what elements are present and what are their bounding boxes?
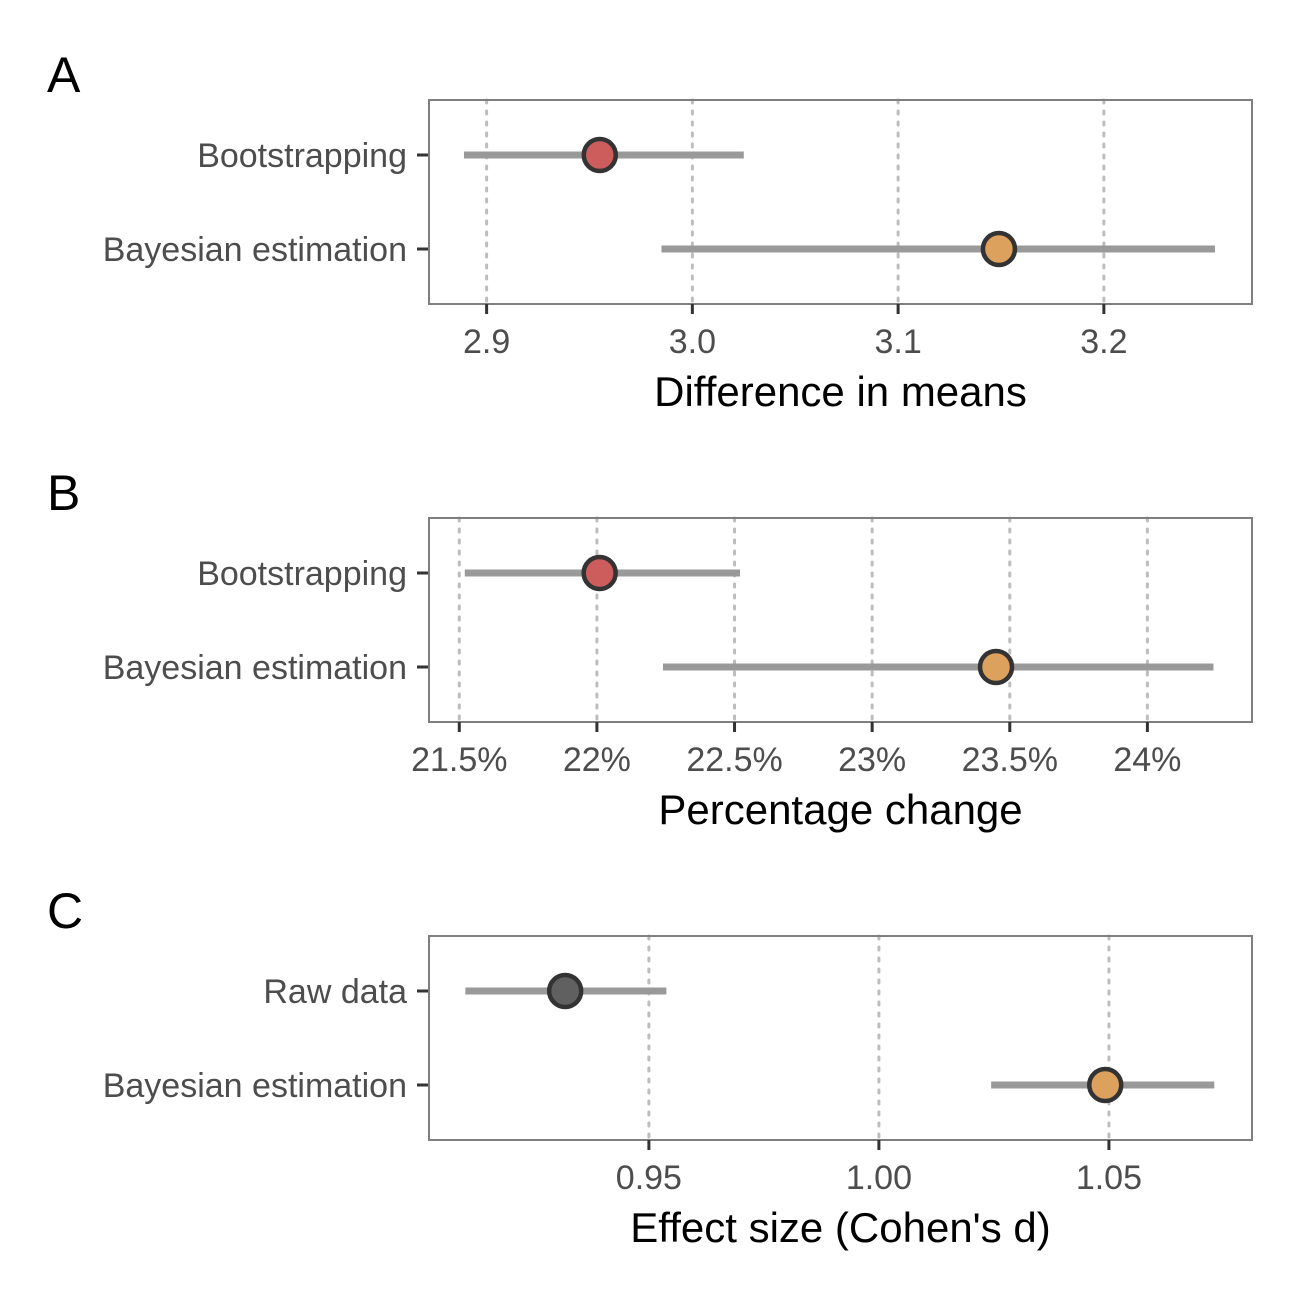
x-axis-title: Percentage change: [658, 786, 1022, 833]
point-estimate: [1086, 1066, 1124, 1104]
point-estimate: [581, 554, 618, 592]
category-label: Bootstrapping: [197, 555, 407, 593]
category-label: Bayesian estimation: [103, 1067, 407, 1105]
category-label: Bayesian estimation: [103, 231, 407, 269]
x-tick-label: 2.9: [463, 323, 510, 361]
x-tick-label: 0.95: [616, 1159, 682, 1197]
panel-label: A: [47, 47, 81, 103]
point-estimate: [980, 230, 1018, 268]
x-tick-label: 24%: [1113, 741, 1181, 779]
x-tick-label: 21.5%: [411, 741, 507, 779]
x-tick-label: 23%: [838, 741, 906, 779]
panel-label: C: [47, 883, 83, 939]
panel-c: C Raw data Bayesian estimation 0.95 1.00 1.05…: [47, 883, 1253, 1251]
x-axis-title: Difference in means: [654, 368, 1027, 415]
x-tick-label: 3.2: [1080, 323, 1127, 361]
panel-border: [428, 517, 1253, 723]
point-estimate: [581, 136, 619, 174]
panel-b: B Bootstrapping Bayesian estimation 21.5% 22…: [47, 465, 1253, 833]
x-axis-title: Effect size (Cohen's d): [630, 1204, 1050, 1251]
x-tick-label: 22.5%: [686, 741, 782, 779]
category-label: Bootstrapping: [197, 137, 407, 175]
point-estimate: [546, 972, 584, 1010]
x-tick-label: 1.05: [1076, 1159, 1142, 1197]
panel-a: A Bootstrapping Bayesian estimation 2.9 3.0 3…: [47, 47, 1253, 415]
category-label: Raw data: [263, 973, 407, 1011]
x-tick-label: 23.5%: [962, 741, 1058, 779]
x-tick-label: 3.1: [874, 323, 921, 361]
x-tick-label: 22%: [563, 741, 631, 779]
point-estimate: [977, 648, 1015, 686]
x-tick-label: 1.00: [846, 1159, 912, 1197]
panel-border: [428, 99, 1253, 305]
panel-label: B: [47, 465, 80, 521]
x-tick-label: 3.0: [669, 323, 716, 361]
category-label: Bayesian estimation: [103, 649, 407, 687]
panel-border: [428, 935, 1253, 1141]
